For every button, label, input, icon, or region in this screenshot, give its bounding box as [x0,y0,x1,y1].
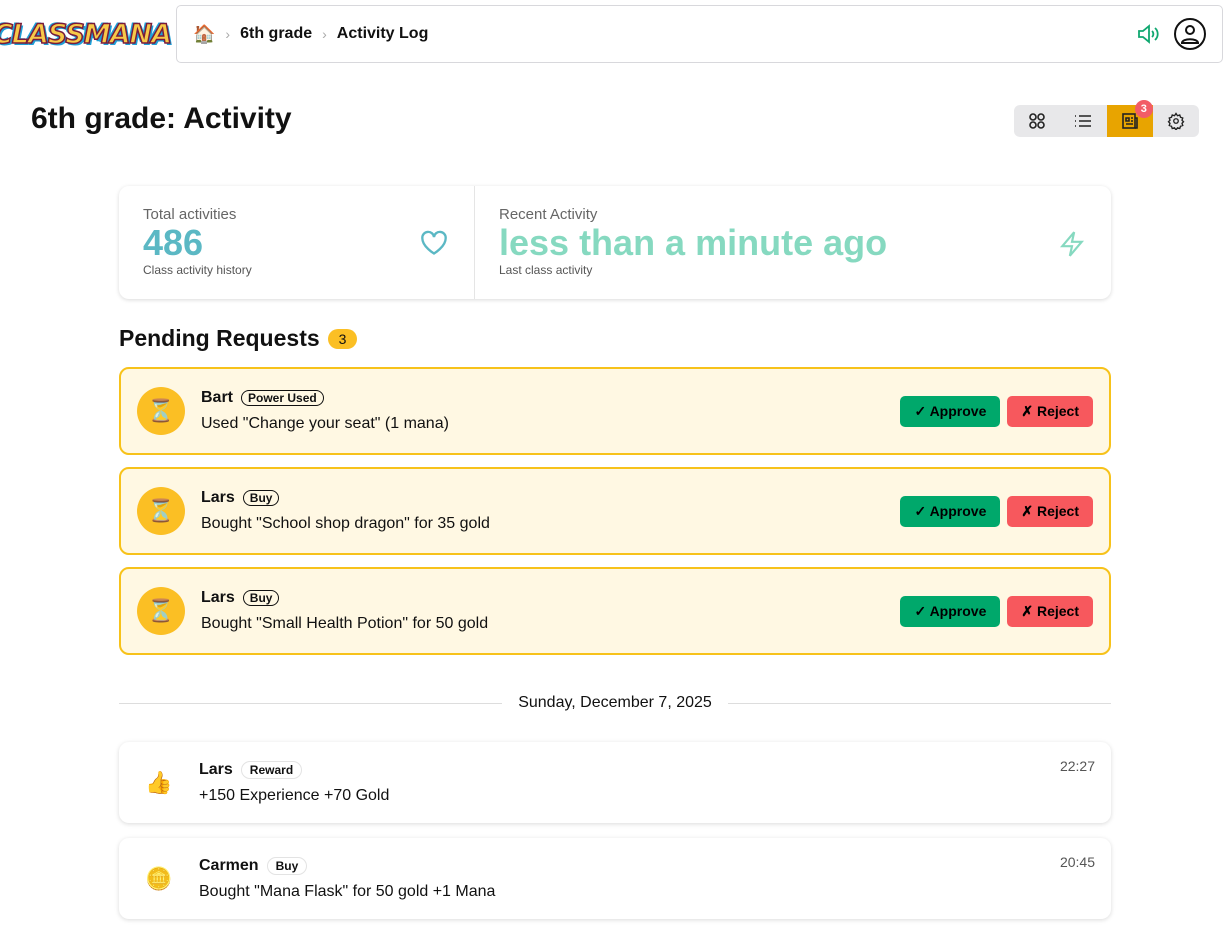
hourglass-icon: ⏳ [137,587,185,635]
breadcrumb-current: Activity Log [336,25,429,42]
activity-view-button[interactable]: 3 [1106,100,1153,137]
reject-button[interactable]: ✗ Reject [1007,495,1093,527]
stat-label: Recent Activity [499,206,598,223]
type-tag: Reward [240,760,303,779]
pending-request: ⏳ Bart Power Used Used "Change your seat"… [119,367,1111,455]
stat-total-activities: Total activities 486 Class activity hist… [119,186,475,299]
approve-button[interactable]: ✓ Approve [900,595,1001,627]
request-description: Bought "School shop dragon" for 35 gold [201,515,490,532]
request-description: Bought "Small Health Potion" for 50 gold [201,615,489,632]
breadcrumb-class[interactable]: 6th grade [240,25,313,42]
type-tag: Buy [242,490,280,506]
stat-value: 486 [143,222,204,263]
student-name: Carmen [199,856,259,874]
hourglass-icon: ⏳ [137,387,185,435]
heart-icon [421,230,447,255]
date-divider: Sunday, December 7, 2025 [119,694,1112,712]
student-name: Lars [201,589,235,606]
speaker-icon[interactable] [1136,23,1160,45]
type-tag: Buy [242,590,280,606]
grid-view-button[interactable] [1014,105,1060,137]
newspaper-icon [1121,113,1138,129]
thumbs-up-icon: 👍 [145,769,173,795]
request-description: Used "Change your seat" (1 mana) [201,415,449,432]
chevron-right-icon: › [225,26,231,42]
activity-time: 20:45 [1059,854,1095,870]
grid-icon [1029,113,1045,129]
gear-icon [1167,112,1185,130]
activity-description: +150 Experience +70 Gold [199,786,390,804]
hourglass-icon: ⏳ [137,487,185,535]
lightning-icon [1059,231,1085,257]
reject-button[interactable]: ✗ Reject [1007,395,1093,427]
user-avatar-button[interactable] [1174,18,1206,50]
settings-button[interactable] [1153,105,1199,137]
stat-sub: Class activity history [143,262,252,277]
type-tag: Power Used [241,390,324,406]
pending-badge: 3 [1134,100,1153,118]
reject-button[interactable]: ✗ Reject [1007,595,1093,627]
stat-value: less than a minute ago [499,222,888,263]
pending-requests-heading: Pending Requests 3 [119,325,358,352]
stat-sub: Last class activity [499,262,593,277]
pending-request: ⏳ Lars Buy Bought "Small Health Potion" f… [119,567,1111,655]
chevron-right-icon: › [322,26,327,42]
stats-card: Total activities 486 Class activity hist… [119,186,1111,299]
view-switcher: 3 [1014,100,1199,137]
top-bar: 🏠 › 6th grade › Activity Log [176,5,1223,63]
stat-label: Total activities [143,206,237,223]
activity-description: Bought "Mana Flask" for 50 gold +1 Mana [199,882,496,900]
section-title: Pending Requests [119,325,320,351]
stat-recent-activity: Recent Activity less than a minute ago L… [475,186,1111,299]
list-icon [1075,115,1092,127]
logo[interactable]: CLASSMANA [0,18,173,51]
activity-time: 22:27 [1059,758,1095,774]
user-icon [1180,25,1200,44]
type-tag: Buy [266,856,308,875]
activity-item: 👍 Lars Reward +150 Experience +70 Gold 22… [119,742,1111,823]
student-name: Lars [201,489,235,506]
approve-button[interactable]: ✓ Approve [900,495,1001,527]
activity-item: 🪙 Carmen Buy Bought "Mana Flask" for 50 g… [119,838,1111,919]
date-label: Sunday, December 7, 2025 [518,694,712,711]
approve-button[interactable]: ✓ Approve [900,395,1001,427]
student-name: Lars [199,760,233,778]
pending-count-badge: 3 [327,328,358,349]
list-view-button[interactable] [1060,105,1106,137]
coin-icon: 🪙 [145,865,173,891]
pending-request: ⏳ Lars Buy Bought "School shop dragon" fo… [119,467,1111,555]
student-name: Bart [201,389,234,406]
house-icon[interactable]: 🏠 [193,23,216,44]
page-title: 6th grade: Activity [31,102,292,135]
